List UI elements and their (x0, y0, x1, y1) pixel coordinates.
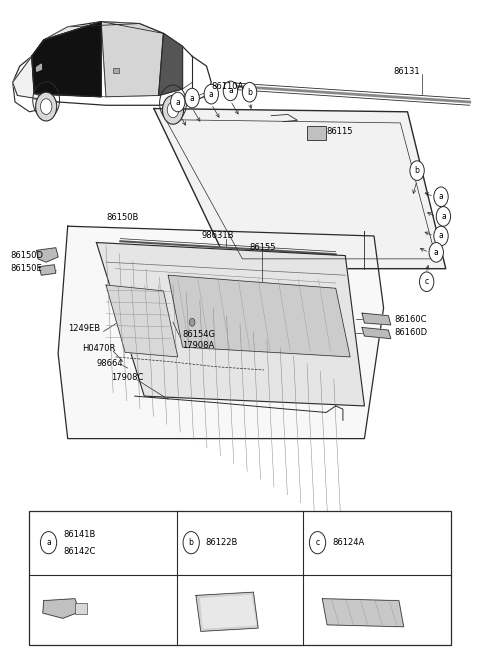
Text: c: c (425, 277, 429, 286)
Polygon shape (44, 22, 163, 40)
Text: 86150D: 86150D (10, 251, 43, 260)
Text: 86160D: 86160D (394, 328, 427, 337)
Text: 86131: 86131 (393, 67, 420, 76)
Circle shape (420, 272, 434, 291)
Text: 98664: 98664 (96, 359, 123, 368)
Circle shape (242, 83, 257, 102)
Circle shape (434, 226, 448, 246)
Bar (307, 126, 326, 140)
Polygon shape (362, 313, 391, 325)
Circle shape (36, 92, 57, 121)
Text: a: a (441, 212, 446, 221)
Circle shape (170, 92, 185, 112)
Text: 86141B: 86141B (63, 530, 96, 538)
Polygon shape (58, 226, 384, 439)
Polygon shape (196, 592, 258, 631)
Polygon shape (106, 285, 178, 357)
Text: a: a (46, 538, 51, 547)
Text: 86150B: 86150B (106, 213, 138, 222)
Circle shape (189, 318, 195, 326)
Text: 86122B: 86122B (205, 538, 238, 547)
Text: H0470R: H0470R (82, 344, 115, 353)
Text: b: b (189, 538, 193, 547)
Bar (75, 603, 87, 614)
Polygon shape (158, 33, 182, 96)
Polygon shape (168, 275, 350, 357)
Text: a: a (434, 248, 439, 257)
Polygon shape (323, 599, 404, 627)
Polygon shape (101, 22, 163, 97)
Polygon shape (32, 22, 101, 97)
Bar (29, 510, 451, 645)
Circle shape (436, 206, 451, 226)
Polygon shape (96, 242, 364, 406)
Circle shape (40, 532, 57, 553)
Text: 86124A: 86124A (332, 538, 364, 547)
Polygon shape (36, 64, 41, 71)
Text: 86142C: 86142C (63, 547, 96, 555)
Text: 86154G: 86154G (182, 329, 216, 339)
Polygon shape (43, 599, 80, 618)
Polygon shape (12, 56, 58, 102)
Text: 1249EB: 1249EB (68, 324, 100, 333)
Bar (113, 68, 119, 73)
Polygon shape (201, 595, 256, 628)
Polygon shape (39, 265, 56, 275)
Polygon shape (36, 248, 58, 262)
Text: 86160C: 86160C (394, 315, 427, 324)
Circle shape (162, 96, 183, 124)
Text: a: a (439, 193, 444, 201)
Circle shape (310, 532, 325, 553)
Text: a: a (175, 98, 180, 107)
Circle shape (167, 102, 179, 118)
Text: a: a (228, 86, 233, 96)
Circle shape (410, 161, 424, 180)
Text: 17908C: 17908C (111, 373, 143, 382)
Polygon shape (154, 109, 446, 269)
Text: 17908A: 17908A (182, 341, 215, 350)
Text: b: b (415, 166, 420, 175)
Text: 86115: 86115 (326, 127, 353, 136)
Text: 98631B: 98631B (202, 231, 234, 240)
Circle shape (204, 84, 218, 104)
Circle shape (434, 187, 448, 206)
Circle shape (40, 99, 52, 115)
Circle shape (429, 242, 444, 262)
Text: 86110A: 86110A (211, 83, 243, 92)
Text: a: a (209, 90, 214, 99)
Text: a: a (439, 231, 444, 240)
Text: 86150E: 86150E (10, 264, 42, 273)
Circle shape (183, 532, 199, 553)
Circle shape (185, 88, 199, 108)
Circle shape (223, 81, 238, 101)
Text: c: c (315, 538, 320, 547)
Text: a: a (190, 94, 194, 103)
Text: 86155: 86155 (250, 243, 276, 252)
Text: b: b (247, 88, 252, 97)
Polygon shape (362, 328, 391, 339)
